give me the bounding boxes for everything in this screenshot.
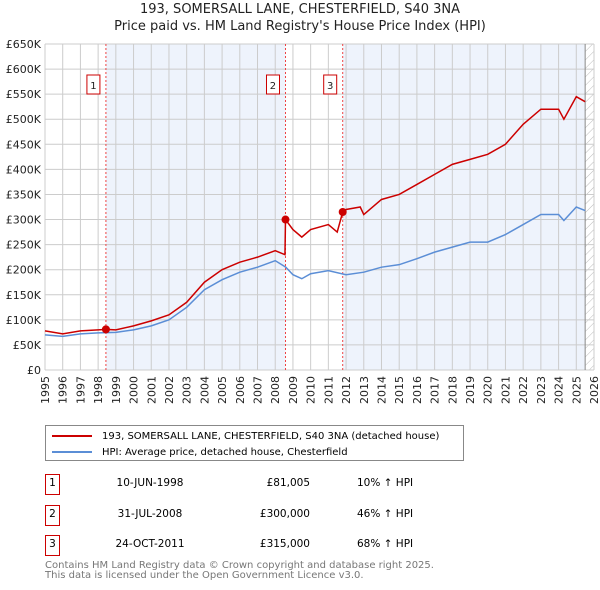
- sale-date: 31-JUL-2008: [117, 508, 183, 520]
- x-tick-label: 2000: [128, 376, 141, 404]
- x-tick-label: 2013: [358, 376, 371, 404]
- x-tick-label: 2016: [411, 376, 424, 404]
- footer-copyright: Contains HM Land Registry data © Crown c…: [45, 560, 434, 571]
- x-tick-label: 1999: [110, 376, 123, 404]
- sale-row: 2 31-JUL-2008 £300,000 46% ↑ HPI: [45, 505, 465, 526]
- sale-hpi: 68% ↑ HPI: [357, 538, 414, 550]
- x-tick-label: 2010: [305, 376, 318, 404]
- sale-date: 24-OCT-2011: [115, 538, 185, 550]
- x-tick-label: 2020: [482, 376, 495, 404]
- sale-label-box: [323, 74, 338, 95]
- sale-row: 1 10-JUN-1998 £81,005 10% ↑ HPI: [45, 474, 465, 495]
- sale-point: [101, 325, 110, 334]
- x-tick-label: 1998: [92, 376, 105, 404]
- y-tick-label: £600K: [6, 63, 42, 76]
- x-tick-label: 2009: [287, 376, 300, 404]
- legend-label: HPI: Average price, detached house, Ches…: [102, 446, 348, 458]
- x-tick-label: 2012: [340, 376, 353, 404]
- sale-marker-box: 1: [45, 474, 60, 495]
- x-tick-label: 2021: [499, 376, 512, 404]
- x-tick-label: 2023: [535, 376, 548, 404]
- y-tick-label: £450K: [6, 138, 42, 151]
- x-tick-label: 2015: [393, 376, 406, 404]
- sale-label: 3: [327, 81, 333, 92]
- x-tick-label: 2024: [553, 376, 566, 404]
- sale-label-box: [265, 74, 280, 95]
- x-tick-label: 2019: [464, 376, 477, 404]
- sale-date: 10-JUN-1998: [116, 477, 184, 489]
- x-tick-label: 2005: [216, 376, 229, 404]
- sale-label-box: [86, 74, 101, 95]
- sale-label: 1: [90, 81, 96, 92]
- x-tick-label: 2022: [517, 376, 530, 404]
- sale-label: 2: [270, 81, 276, 92]
- sale-hpi: 46% ↑ HPI: [357, 508, 414, 520]
- legend-swatch: [52, 435, 92, 437]
- x-tick-label: 2007: [252, 376, 265, 404]
- y-tick-label: £50K: [13, 339, 42, 352]
- sale-marker-box: 2: [45, 505, 60, 526]
- x-tick-label: 1996: [57, 376, 70, 404]
- legend-item-hpi: HPI: Average price, detached house, Ches…: [52, 445, 348, 459]
- y-tick-label: £300K: [6, 214, 42, 227]
- x-tick-label: 2003: [181, 376, 194, 404]
- legend: 193, SOMERSALL LANE, CHESTERFIELD, S40 3…: [45, 425, 464, 461]
- sale-marker-box: 3: [45, 535, 60, 556]
- legend-label: 193, SOMERSALL LANE, CHESTERFIELD, S40 3…: [102, 430, 440, 442]
- x-tick-label: 2011: [322, 376, 335, 404]
- sale-price: £81,005: [266, 477, 310, 489]
- y-tick-label: £550K: [6, 88, 42, 101]
- y-tick-label: £650K: [6, 38, 42, 51]
- x-tick-label: 2008: [269, 376, 282, 404]
- chart-title: 193, SOMERSALL LANE, CHESTERFIELD, S40 3…: [139, 2, 461, 17]
- y-tick-label: £200K: [6, 264, 42, 277]
- forecast-hatch: [585, 44, 594, 370]
- x-tick-label: 2025: [570, 376, 583, 404]
- x-tick-label: 2004: [198, 376, 211, 404]
- sale-point: [338, 208, 347, 217]
- x-tick-label: 2018: [446, 376, 459, 404]
- x-tick-label: 2006: [234, 376, 247, 404]
- sale-hpi: 10% ↑ HPI: [357, 477, 414, 489]
- y-tick-label: £0: [27, 364, 41, 377]
- plot-area: 1995 1996 1997 1998 1999 2000 2001 2002 2003 2004…: [6, 38, 600, 404]
- sale-price: £300,000: [259, 508, 310, 520]
- y-tick-label: £500K: [6, 113, 42, 126]
- footer: Contains HM Land Registry data © Crown c…: [45, 561, 434, 581]
- sale-row: 3 24-OCT-2011 £315,000 68% ↑ HPI: [45, 535, 465, 556]
- footer-licence: This data is licensed under the Open Gov…: [45, 570, 364, 581]
- y-tick-label: £350K: [6, 188, 42, 201]
- sale-price: £315,000: [259, 538, 310, 550]
- x-tick-label: 2026: [588, 376, 600, 404]
- x-tick-label: 2001: [145, 376, 158, 404]
- y-tick-label: £150K: [6, 289, 42, 302]
- legend-swatch: [52, 451, 92, 453]
- shaded-region: [342, 44, 586, 370]
- x-tick-label: 1995: [39, 376, 52, 404]
- sale-point: [281, 215, 290, 224]
- series-line: [44, 206, 586, 338]
- series-line: [44, 95, 586, 335]
- y-tick-label: £250K: [6, 239, 42, 252]
- x-tick-label: 2017: [429, 376, 442, 404]
- y-tick-label: £100K: [6, 314, 42, 327]
- chart-subtitle: Price paid vs. HM Land Registry's House …: [114, 19, 486, 34]
- x-tick-label: 2014: [375, 376, 388, 404]
- x-tick-label: 2002: [163, 376, 176, 404]
- y-tick-label: £400K: [6, 163, 42, 176]
- x-tick-label: 1997: [74, 376, 87, 404]
- legend-item-property: 193, SOMERSALL LANE, CHESTERFIELD, S40 3…: [52, 429, 439, 443]
- shaded-region: [105, 44, 286, 370]
